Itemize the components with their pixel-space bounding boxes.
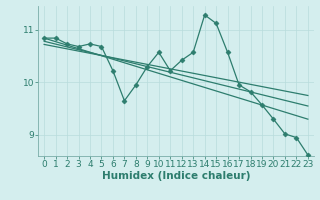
X-axis label: Humidex (Indice chaleur): Humidex (Indice chaleur) — [102, 171, 250, 181]
